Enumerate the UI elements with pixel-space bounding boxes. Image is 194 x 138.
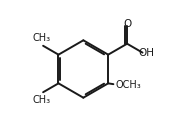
Text: CH₃: CH₃	[33, 33, 51, 43]
Text: OH: OH	[138, 48, 154, 58]
Text: O: O	[123, 18, 131, 29]
Text: CH₃: CH₃	[33, 95, 51, 105]
Text: OCH₃: OCH₃	[116, 80, 141, 90]
